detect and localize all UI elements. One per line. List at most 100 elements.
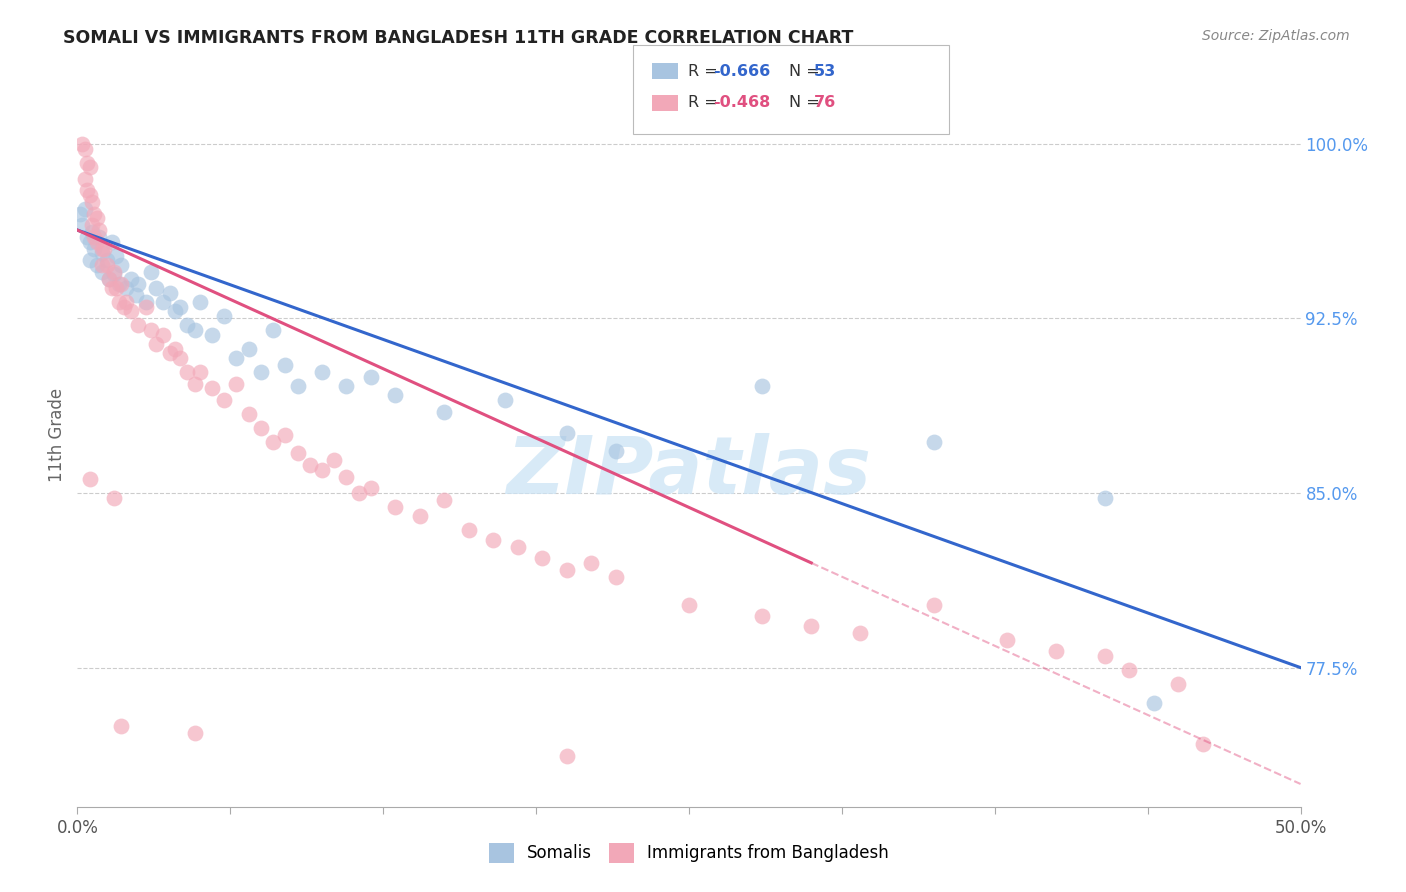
Text: SOMALI VS IMMIGRANTS FROM BANGLADESH 11TH GRADE CORRELATION CHART: SOMALI VS IMMIGRANTS FROM BANGLADESH 11T… bbox=[63, 29, 853, 46]
Point bbox=[89, 223, 111, 237]
Point bbox=[482, 533, 505, 547]
Point bbox=[169, 351, 191, 365]
Point bbox=[531, 551, 554, 566]
Point bbox=[555, 563, 578, 577]
Point bbox=[1191, 738, 1213, 752]
Point bbox=[70, 219, 93, 233]
Point bbox=[112, 300, 135, 314]
Point bbox=[1167, 677, 1189, 691]
Point bbox=[188, 365, 211, 379]
Text: 53: 53 bbox=[814, 64, 837, 78]
Point bbox=[103, 265, 125, 279]
Point bbox=[311, 463, 333, 477]
Point bbox=[212, 309, 235, 323]
Point bbox=[176, 318, 198, 333]
Point bbox=[605, 444, 627, 458]
Point bbox=[86, 258, 108, 272]
Point bbox=[287, 379, 309, 393]
Point bbox=[69, 207, 91, 221]
Point bbox=[103, 491, 125, 505]
Point bbox=[120, 272, 142, 286]
Point bbox=[90, 258, 112, 272]
Point bbox=[751, 609, 773, 624]
Point bbox=[79, 235, 101, 249]
Point bbox=[90, 242, 112, 256]
Point bbox=[79, 472, 101, 486]
Point bbox=[98, 272, 121, 286]
Point bbox=[457, 523, 479, 537]
Point bbox=[176, 365, 198, 379]
Text: Source: ZipAtlas.com: Source: ZipAtlas.com bbox=[1202, 29, 1350, 43]
Point bbox=[90, 265, 112, 279]
Point bbox=[70, 136, 93, 151]
Point bbox=[800, 618, 823, 632]
Point bbox=[100, 281, 122, 295]
Point bbox=[605, 570, 627, 584]
Point bbox=[678, 598, 700, 612]
Point bbox=[311, 365, 333, 379]
Point bbox=[238, 342, 260, 356]
Point bbox=[323, 453, 346, 467]
Point bbox=[409, 509, 432, 524]
Point bbox=[83, 242, 105, 256]
Point bbox=[384, 388, 406, 402]
Point bbox=[360, 482, 382, 496]
Point bbox=[274, 427, 297, 442]
Point bbox=[145, 337, 167, 351]
Point bbox=[80, 219, 103, 233]
Point bbox=[110, 719, 132, 733]
Point bbox=[96, 253, 118, 268]
Point bbox=[79, 160, 101, 174]
Point bbox=[89, 230, 111, 244]
Point bbox=[105, 281, 128, 295]
Point bbox=[110, 258, 132, 272]
Point bbox=[262, 323, 284, 337]
Point bbox=[360, 369, 382, 384]
Point bbox=[103, 267, 125, 281]
Point bbox=[188, 295, 211, 310]
Point bbox=[1143, 696, 1166, 710]
Point bbox=[579, 556, 602, 570]
Point bbox=[125, 288, 148, 302]
Y-axis label: 11th Grade: 11th Grade bbox=[48, 388, 66, 482]
Point bbox=[347, 486, 370, 500]
Point bbox=[115, 281, 138, 295]
Point bbox=[555, 425, 578, 440]
Point bbox=[90, 246, 112, 260]
Point bbox=[165, 304, 187, 318]
Point bbox=[262, 434, 284, 449]
Point bbox=[159, 346, 181, 360]
Point bbox=[159, 285, 181, 300]
Point bbox=[79, 188, 101, 202]
Point bbox=[433, 404, 456, 418]
Point bbox=[145, 281, 167, 295]
Point bbox=[127, 318, 149, 333]
Point bbox=[751, 379, 773, 393]
Point bbox=[120, 304, 142, 318]
Point bbox=[1118, 663, 1140, 677]
Text: ZIPatlas: ZIPatlas bbox=[506, 434, 872, 511]
Point bbox=[298, 458, 321, 472]
Point bbox=[555, 749, 578, 764]
Point bbox=[433, 493, 456, 508]
Point bbox=[96, 258, 118, 272]
Point bbox=[184, 725, 207, 739]
Point bbox=[73, 202, 96, 216]
Point bbox=[139, 323, 162, 337]
Point bbox=[495, 392, 517, 407]
Text: N =: N = bbox=[789, 64, 825, 78]
Point bbox=[73, 171, 96, 186]
Point bbox=[86, 211, 108, 226]
Point bbox=[184, 323, 207, 337]
Text: R =: R = bbox=[688, 64, 723, 78]
Point bbox=[922, 598, 945, 612]
Point bbox=[1045, 644, 1067, 658]
Point bbox=[1094, 491, 1116, 505]
Point bbox=[201, 327, 224, 342]
Text: R =: R = bbox=[688, 95, 723, 110]
Point bbox=[135, 300, 157, 314]
Point bbox=[139, 265, 162, 279]
Point bbox=[98, 272, 121, 286]
Text: N =: N = bbox=[789, 95, 825, 110]
Point bbox=[76, 155, 98, 169]
